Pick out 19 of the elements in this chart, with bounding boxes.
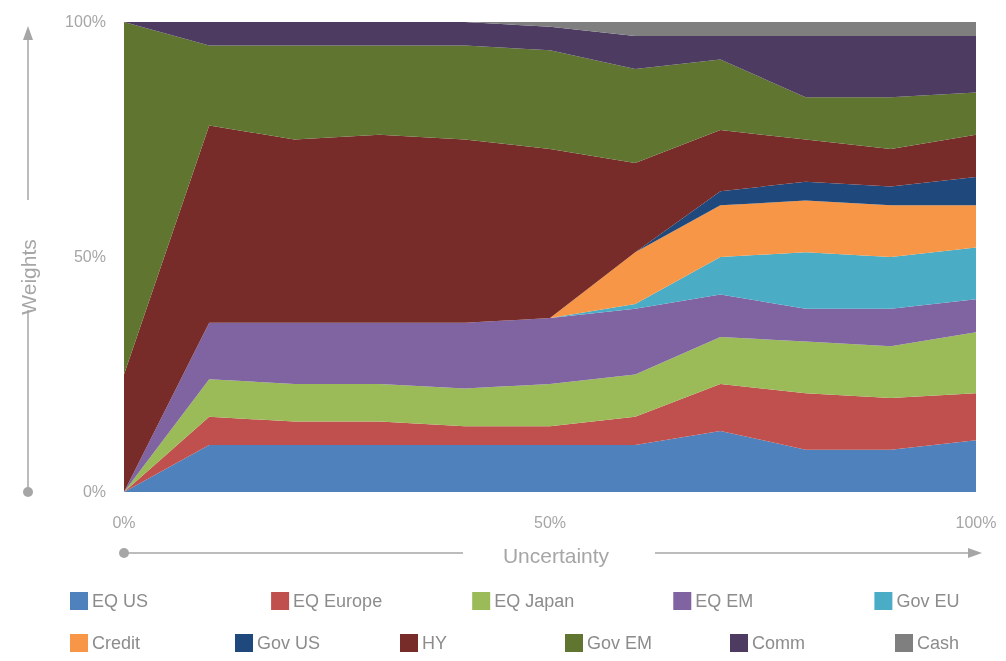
- y-axis-title: Weights: [17, 239, 40, 315]
- x-tick-label: 0%: [112, 514, 136, 531]
- legend-label: Gov EM: [587, 633, 653, 653]
- legend-label: Comm: [752, 633, 805, 653]
- y-tick-label: 0%: [82, 483, 106, 500]
- legend-label: EQ Japan: [494, 591, 575, 611]
- legend-label: EQ Europe: [293, 591, 383, 611]
- legend-label: EQ US: [92, 591, 149, 611]
- legend-label: Credit: [92, 633, 141, 653]
- y-tick-label: 100%: [65, 13, 106, 30]
- legend-label: Gov EU: [896, 591, 960, 611]
- x-tick-label: 100%: [955, 514, 997, 531]
- legend-label: HY: [422, 633, 448, 653]
- legend-label: Cash: [917, 633, 960, 653]
- legend-label: EQ EM: [695, 591, 754, 611]
- x-axis-title: Uncertainty: [502, 544, 610, 567]
- y-tick-label: 50%: [73, 248, 106, 265]
- legend-label: Gov US: [257, 633, 321, 653]
- x-tick-label: 50%: [533, 514, 567, 531]
